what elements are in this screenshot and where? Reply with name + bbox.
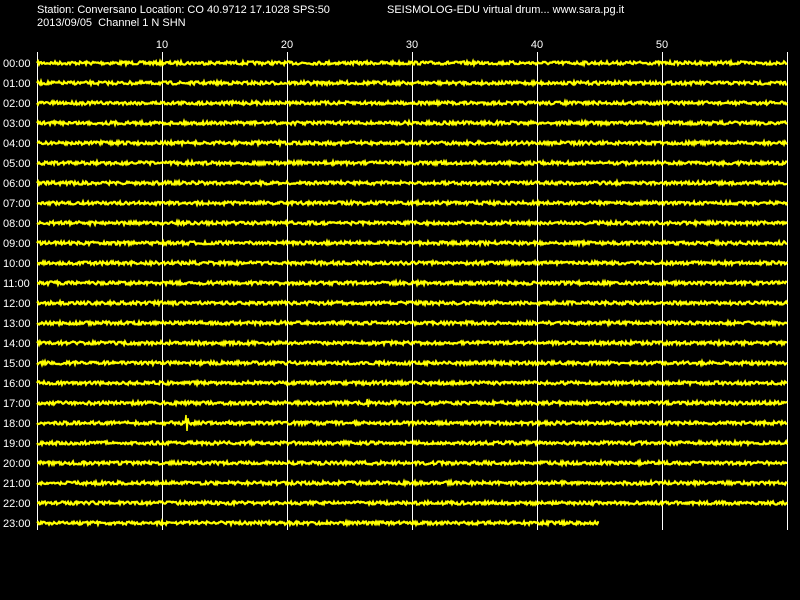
- x-tick-label: 30: [406, 39, 418, 51]
- hour-label: 08:00: [3, 218, 31, 230]
- x-tick-label: 50: [656, 39, 668, 51]
- hour-label: 05:00: [3, 158, 31, 170]
- x-tick-label: 10: [156, 39, 168, 51]
- hour-label: 12:00: [3, 298, 31, 310]
- trace-2300: [36, 518, 600, 528]
- trace-0800: [36, 218, 788, 228]
- x-axis-ticks: 10 20 30 40 50: [156, 39, 668, 51]
- trace-1800: [36, 418, 788, 428]
- trace-1100: [37, 278, 788, 288]
- event-mark: [353, 418, 359, 427]
- hour-label: 06:00: [3, 178, 31, 190]
- hour-label: 02:00: [3, 98, 31, 110]
- trace-1500: [36, 358, 788, 368]
- hour-label: 16:00: [3, 378, 31, 390]
- trace-2000: [36, 457, 787, 468]
- program-title: SEISMOLOG-EDU virtual drum... www.sara.p…: [387, 4, 625, 16]
- trace-1200: [36, 298, 789, 308]
- trace-1400: [36, 338, 788, 348]
- traces: [36, 58, 789, 528]
- hour-label: 17:00: [3, 398, 31, 410]
- x-tick-label: 20: [281, 39, 293, 51]
- hour-label: 15:00: [3, 358, 31, 370]
- hour-label: 21:00: [3, 478, 31, 490]
- hour-label: 04:00: [3, 138, 31, 150]
- trace-1600: [36, 378, 788, 388]
- hour-label: 03:00: [3, 118, 31, 130]
- trace-0500: [36, 157, 788, 168]
- trace-0000: [36, 58, 788, 68]
- trace-2200: [37, 498, 788, 508]
- trace-0900: [36, 238, 788, 248]
- hour-label: 19:00: [3, 438, 31, 450]
- event-mark: [184, 414, 190, 432]
- station-info: Station: Conversano Location: CO 40.9712…: [37, 4, 330, 16]
- trace-0700: [36, 198, 788, 208]
- hour-label: 11:00: [3, 278, 30, 290]
- grid: [37, 52, 788, 530]
- hour-label: 18:00: [3, 418, 31, 430]
- hour-label: 01:00: [3, 78, 31, 90]
- trace-1900: [36, 438, 789, 448]
- hour-label: 13:00: [3, 318, 31, 330]
- hour-label: 10:00: [3, 258, 31, 270]
- hour-labels: 00:00 01:00 02:00 03:00 04:00 05:00 06:00 07:00…: [3, 58, 31, 530]
- hour-label: 09:00: [3, 238, 31, 250]
- x-tick-label: 40: [531, 39, 543, 51]
- trace-1700: [36, 398, 788, 408]
- hour-label: 20:00: [3, 458, 31, 470]
- trace-2100: [36, 478, 788, 488]
- trace-0100: [36, 77, 788, 88]
- trace-0300: [36, 118, 788, 128]
- hour-label: 14:00: [3, 338, 31, 350]
- hour-label: 00:00: [3, 58, 31, 70]
- trace-0600: [36, 178, 788, 188]
- event-mark: [365, 397, 371, 408]
- hour-label: 22:00: [3, 498, 31, 510]
- hour-label: 23:00: [3, 518, 31, 530]
- trace-1300: [36, 318, 788, 328]
- date-channel-info: 2013/09/05 Channel 1 N SHN: [37, 17, 186, 29]
- trace-1000: [36, 258, 788, 268]
- hour-label: 07:00: [3, 198, 31, 210]
- trace-0400: [36, 138, 788, 149]
- trace-0200: [36, 98, 788, 108]
